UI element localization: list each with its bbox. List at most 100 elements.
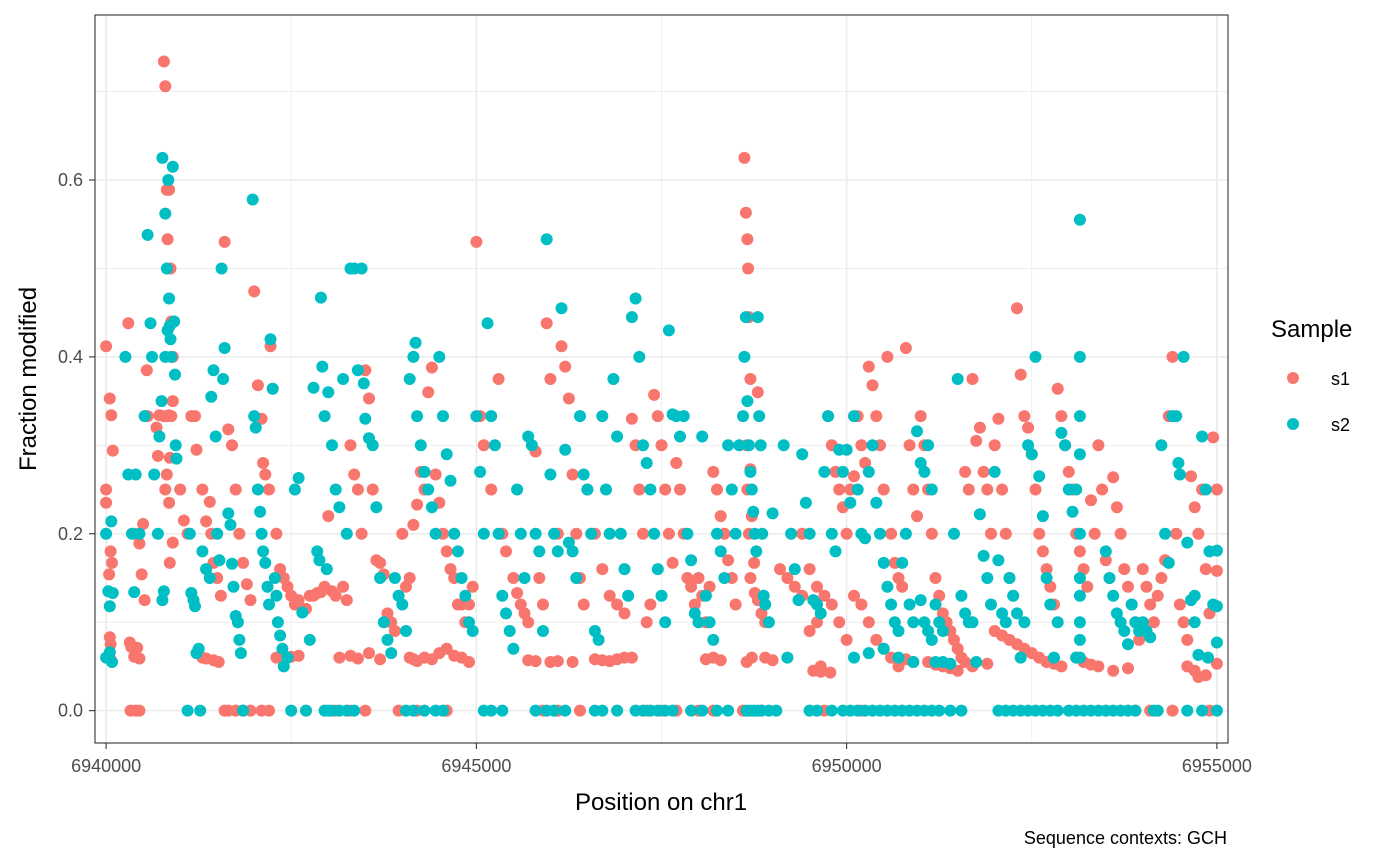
point-s1 — [742, 262, 755, 275]
panel-border — [94, 14, 1229, 744]
point-s1 — [1118, 563, 1131, 576]
point-s2 — [596, 410, 609, 423]
point-s1 — [640, 616, 653, 629]
point-s2 — [1014, 651, 1027, 664]
point-s1 — [666, 556, 679, 569]
point-s2 — [944, 704, 957, 717]
point-s1 — [885, 527, 898, 540]
point-s2 — [488, 439, 501, 452]
point-s2 — [781, 651, 794, 664]
point-s2 — [418, 704, 431, 717]
point-s2 — [374, 572, 387, 584]
point-s2 — [592, 633, 605, 646]
point-s2 — [377, 616, 390, 629]
point-s1 — [263, 704, 275, 717]
point-s2 — [1070, 651, 1083, 664]
point-s2 — [451, 545, 464, 558]
point-s2 — [320, 563, 333, 576]
point-s1 — [1144, 598, 1157, 611]
y-tick-label: 0.4 — [58, 347, 83, 367]
point-s1 — [659, 483, 672, 496]
point-s2 — [766, 507, 779, 520]
point-s2 — [933, 704, 946, 717]
point-s2 — [818, 465, 831, 478]
point-s1 — [138, 594, 151, 607]
point-s1 — [226, 439, 238, 452]
point-s1 — [270, 527, 283, 540]
point-s2 — [559, 443, 572, 456]
point-s2 — [1129, 704, 1142, 717]
point-s1 — [190, 443, 203, 456]
point-s1 — [1110, 501, 1123, 514]
point-s1 — [1051, 382, 1064, 395]
point-s2 — [205, 390, 218, 403]
point-s2 — [437, 704, 449, 717]
point-s2 — [1059, 439, 1072, 452]
point-s1 — [363, 647, 375, 660]
point-s1 — [374, 653, 387, 666]
point-s1 — [133, 537, 146, 550]
point-s2 — [316, 360, 329, 373]
point-s1 — [322, 510, 335, 523]
point-s1 — [559, 360, 572, 373]
point-s1 — [359, 704, 372, 717]
point-s2 — [914, 594, 927, 607]
point-s2 — [529, 527, 542, 540]
point-s2 — [1051, 704, 1064, 717]
point-s2 — [633, 350, 646, 363]
point-s2 — [729, 527, 742, 540]
point-s2 — [629, 292, 642, 305]
point-s1 — [766, 654, 779, 667]
point-s2 — [747, 505, 760, 518]
point-s2 — [870, 496, 883, 509]
point-s2 — [322, 386, 335, 399]
point-s2 — [970, 656, 983, 668]
point-s2 — [1196, 430, 1209, 443]
point-s2 — [829, 545, 842, 558]
point-s1 — [870, 410, 883, 423]
point-s2 — [644, 483, 657, 496]
point-s2 — [128, 586, 141, 599]
series-s2 — [100, 151, 1223, 717]
point-s1 — [866, 379, 879, 392]
point-s1 — [429, 468, 442, 481]
point-s2 — [925, 633, 938, 646]
point-s1 — [814, 665, 827, 678]
point-s1 — [1029, 483, 1042, 496]
point-s1 — [340, 594, 353, 607]
point-s2 — [874, 527, 886, 540]
point-s1 — [651, 410, 664, 423]
point-s1 — [999, 527, 1012, 540]
point-s1 — [159, 80, 172, 93]
point-s2 — [257, 545, 270, 558]
point-s2 — [977, 549, 990, 562]
point-s1 — [165, 410, 178, 423]
point-s1 — [1085, 494, 1097, 507]
point-s2 — [666, 704, 679, 717]
point-s2 — [407, 350, 420, 363]
point-s2 — [249, 421, 262, 434]
point-s1 — [153, 409, 166, 422]
point-s2 — [318, 410, 331, 423]
point-s2 — [911, 425, 923, 438]
point-s1 — [440, 545, 453, 558]
point-s1 — [855, 439, 868, 452]
point-s2 — [146, 350, 158, 363]
point-s2 — [744, 465, 757, 478]
point-s2 — [754, 439, 767, 452]
point-s1 — [803, 625, 816, 637]
point-s2 — [314, 291, 327, 304]
point-s1 — [106, 556, 118, 569]
point-s1 — [1081, 580, 1094, 593]
point-s2 — [1040, 572, 1053, 584]
point-s2 — [681, 527, 694, 540]
point-s2 — [770, 704, 783, 717]
point-s1 — [507, 572, 520, 584]
point-s2 — [514, 527, 527, 540]
point-s1 — [248, 285, 261, 298]
point-s1 — [425, 361, 438, 374]
y-tick-label: 0.2 — [58, 524, 83, 544]
point-s2 — [999, 616, 1012, 629]
point-s2 — [271, 616, 284, 629]
grid-minor — [95, 15, 1228, 743]
